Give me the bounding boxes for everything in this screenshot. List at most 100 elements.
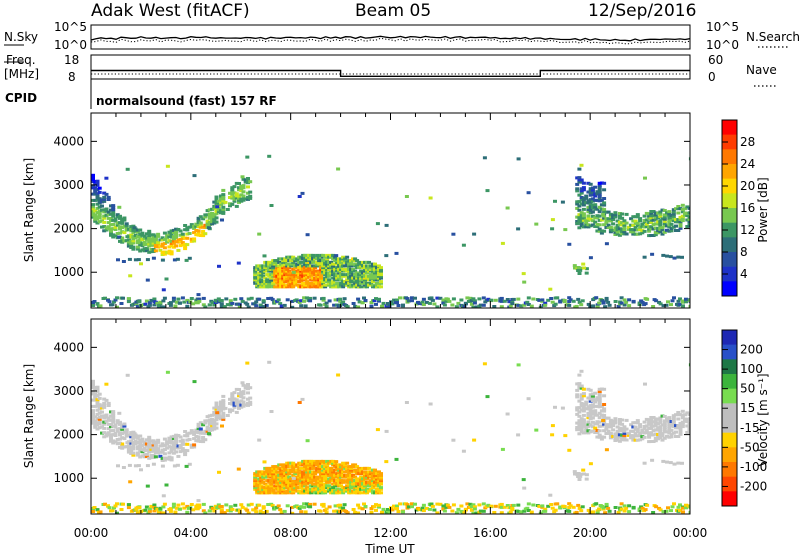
power-cell: [214, 208, 219, 211]
power-cell: [608, 225, 613, 229]
power-cell: [237, 302, 242, 306]
velocity-cell: [219, 417, 223, 421]
power-cell: [97, 201, 102, 205]
velocity-cell: [581, 468, 586, 472]
velocity-cell: [638, 438, 643, 442]
power-cell: [377, 278, 381, 282]
nsearch-trace: [90, 37, 691, 45]
velocity-cell: [575, 408, 580, 412]
velocity-cell: [91, 381, 95, 385]
power-cell: [144, 232, 149, 236]
power-cell: [180, 296, 185, 300]
power-cell: [588, 202, 593, 206]
power-cell: [147, 236, 152, 240]
power-cell: [205, 221, 210, 225]
power-cell: [410, 296, 414, 300]
power-cell: [102, 197, 107, 201]
velocity-cell: [324, 507, 329, 511]
velocity-cell: [336, 373, 341, 377]
noise-strip: N.Sky 10^5 10^0 10^5 10^0 N.Search: [4, 20, 800, 52]
velocity-cell: [649, 440, 654, 443]
power-cell: [138, 234, 143, 238]
power-cell: [649, 210, 654, 213]
velocity-cell: [162, 456, 167, 460]
power-cell: [216, 210, 221, 214]
velocity-cell: [537, 504, 542, 508]
velocity-cell: [140, 454, 145, 458]
power-cell: [303, 285, 308, 289]
power-cell: [312, 296, 317, 300]
power-cell: [212, 217, 217, 221]
power-cell: [365, 266, 369, 270]
power-cell: [104, 213, 109, 217]
power-cell: [295, 259, 300, 263]
power-cell: [546, 298, 551, 302]
velocity-cell: [149, 454, 154, 457]
power-cell: [653, 233, 658, 237]
velocity-cell: [165, 440, 170, 444]
power-cell: [241, 196, 246, 200]
power-cell: [178, 240, 183, 243]
velocity-cell: [678, 426, 683, 430]
velocity-cell: [355, 480, 360, 484]
velocity-cell: [444, 505, 449, 509]
velocity-cell: [271, 489, 276, 493]
velocity-cell: [135, 445, 140, 449]
velocity-cell: [156, 449, 161, 453]
velocity-cell: [653, 432, 658, 436]
velocity-cell: [118, 433, 122, 437]
velocity-cell: [93, 421, 98, 425]
power-cell: [275, 266, 280, 270]
velocity-cell: [651, 416, 656, 419]
power-cell: [230, 190, 235, 194]
velocity-cell: [172, 464, 177, 468]
power-cell: [151, 250, 156, 253]
velocity-cell: [647, 433, 652, 437]
velocity-cell: [178, 446, 183, 449]
power-cell: [680, 208, 685, 212]
velocity-cell: [297, 401, 302, 404]
power-cell: [638, 217, 643, 221]
power-cell: [349, 278, 354, 282]
power-cell: [289, 274, 294, 278]
velocity-cell: [104, 415, 109, 419]
power-cell: [194, 229, 199, 232]
power-cell: [144, 299, 149, 303]
power-cell: [248, 194, 253, 198]
velocity-cell: [162, 458, 167, 462]
power-cell: [169, 233, 174, 237]
velocity-cell: [299, 466, 304, 470]
power-cell: [435, 305, 440, 308]
velocity-cell: [126, 448, 131, 452]
power-cell: [301, 257, 306, 261]
power-cell: [93, 198, 98, 202]
velocity-cell: [586, 387, 591, 391]
velocity-cell: [102, 422, 107, 426]
velocity-cell: [216, 407, 221, 411]
power-cell: [149, 250, 154, 254]
power-cell: [638, 225, 643, 229]
power-cell: [118, 214, 122, 218]
power-cell: [522, 303, 527, 307]
power-cell: [239, 187, 244, 191]
velocity-cell: [357, 506, 362, 510]
velocity-cell: [246, 391, 250, 395]
velocity-cell: [656, 428, 661, 432]
power-cell: [269, 276, 274, 280]
velocity-cell: [257, 438, 262, 442]
velocity-cell: [246, 403, 250, 407]
velocity-cell: [291, 466, 296, 470]
power-cell: [140, 238, 145, 241]
velocity-cell: [478, 509, 483, 513]
power-cell: [529, 304, 534, 308]
colorbar-tick-label: 24: [740, 157, 755, 171]
power-cell: [584, 220, 589, 224]
velocity-cell: [246, 503, 251, 507]
power-cell: [588, 217, 593, 221]
power-cell: [644, 222, 649, 226]
power-cell: [647, 212, 652, 216]
velocity-cell: [369, 472, 373, 476]
velocity-cell: [147, 456, 152, 460]
power-cell: [631, 228, 636, 232]
power-cell: [169, 239, 174, 243]
